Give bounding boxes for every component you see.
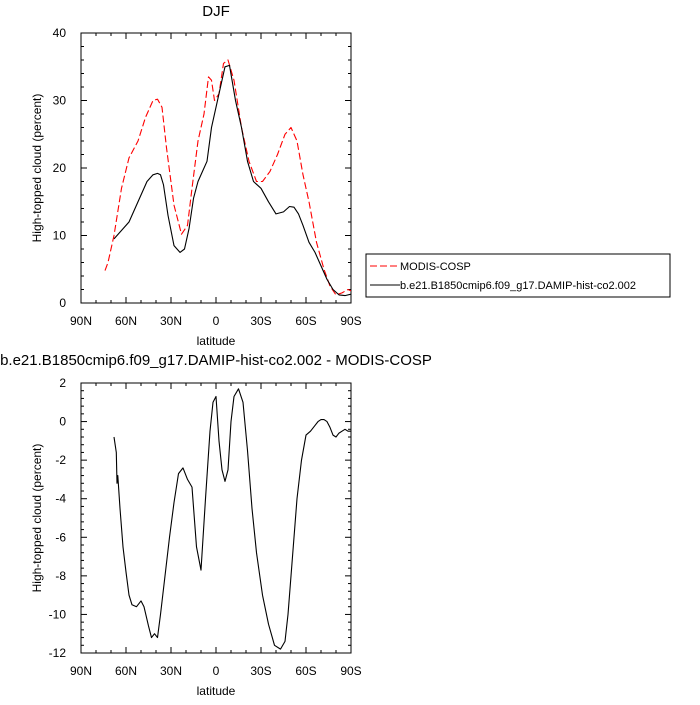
chart-title: b.e21.B1850cmip6.f09_g17.DAMIP-hist-co2.…	[0, 352, 432, 369]
x-tick-label: 90N	[70, 664, 92, 678]
y-tick-label: 0	[59, 296, 66, 310]
series-line-1	[104, 59, 351, 296]
chart-title: DJF	[202, 3, 230, 20]
legend-label: b.e21.B1850cmip6.f09_g17.DAMIP-hist-co2.…	[400, 280, 636, 292]
x-tick-label: 30N	[160, 664, 182, 678]
y-tick-label: -10	[49, 607, 67, 621]
plot-frame	[80, 32, 352, 304]
x-tick-label: 0	[213, 314, 220, 328]
x-tick-label: 90N	[70, 314, 92, 328]
legend: MODIS-COSP b.e21.B1850cmip6.f09_g17.DAMIP…	[365, 253, 671, 298]
y-tick-label: 0	[59, 415, 66, 429]
y-tick-label: 2	[59, 376, 66, 390]
y-tick-label: 30	[53, 94, 67, 108]
x-tick-label: 30N	[160, 314, 182, 328]
plot-frame	[80, 382, 352, 654]
x-axis-label: latitude	[197, 334, 236, 348]
y-tick-label: -12	[49, 646, 67, 660]
chart-panel-2: b.e21.B1850cmip6.f09_g17.DAMIP-hist-co2.…	[0, 352, 432, 698]
legend-label: MODIS-COSP	[400, 261, 471, 273]
y-tick-label: -6	[55, 530, 66, 544]
x-tick-label: 30S	[250, 664, 271, 678]
y-tick-label: 20	[53, 161, 67, 175]
y-tick-label: -2	[55, 453, 66, 467]
y-tick-label: 10	[53, 229, 67, 243]
x-tick-label: 0	[213, 664, 220, 678]
y-tick-label: -4	[55, 492, 66, 506]
chart-panel-1: DJF 90N 60N 30N 0 30S 60S 90S 0 10 20 30 40 latitude H…	[30, 3, 671, 348]
y-axis-label: High-topped cloud (percent)	[30, 94, 44, 243]
y-tick-label: 40	[53, 26, 67, 40]
x-axis-label: latitude	[197, 684, 236, 698]
x-tick-label: 60N	[115, 664, 137, 678]
x-tick-label: 60S	[295, 314, 316, 328]
x-tick-label: 90S	[340, 314, 361, 328]
legend-box	[365, 253, 671, 298]
series-line-2	[113, 64, 351, 297]
y-axis-label: High-topped cloud (percent)	[30, 444, 44, 593]
series-line-1	[113, 388, 351, 650]
x-tick-label: 30S	[250, 314, 271, 328]
x-tick-label: 60N	[115, 314, 137, 328]
y-tick-label: -8	[55, 569, 66, 583]
x-tick-label: 60S	[295, 664, 316, 678]
x-tick-label: 90S	[340, 664, 361, 678]
